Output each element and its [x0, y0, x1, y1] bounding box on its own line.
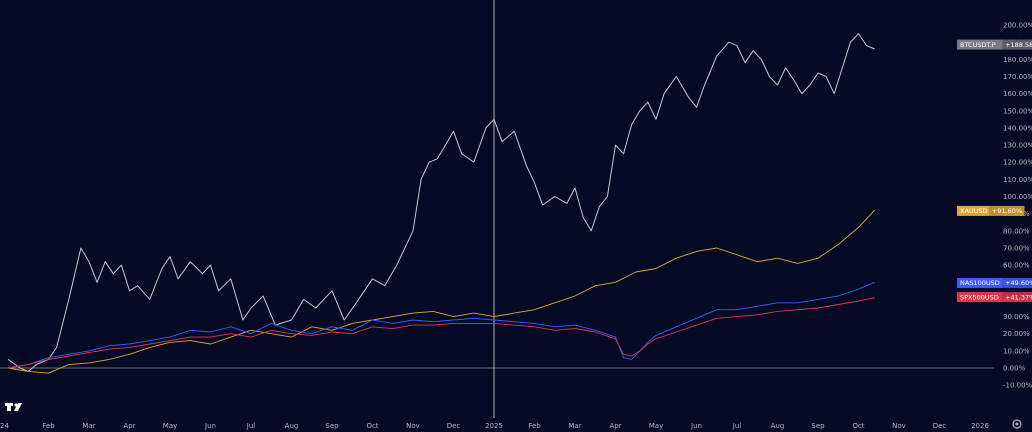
x-tick-label: May	[163, 422, 177, 430]
x-tick-label: Apr	[123, 422, 135, 430]
y-tick-label: 100.00%	[1003, 193, 1032, 201]
series-name-label: BTCUSDT.P	[960, 41, 996, 49]
y-tick-label: 70.00%	[1003, 244, 1030, 252]
x-tick-label: Apr	[609, 422, 621, 430]
series-name-label: XAUUSD	[960, 207, 988, 215]
series-last-value-label: +41.37%	[1005, 293, 1032, 301]
x-tick-label: Aug	[285, 422, 299, 430]
y-tick-label: 120.00%	[1003, 159, 1032, 167]
settings-gear-icon[interactable]	[1012, 419, 1022, 429]
x-tick-label: Sep	[325, 422, 339, 430]
series-line-nas100usd[interactable]	[7, 281, 875, 369]
x-tick-label: Dec	[447, 422, 461, 430]
series-name-label: SPX500USD	[960, 293, 999, 301]
x-tick-label: 2025	[485, 422, 503, 430]
series-last-value-label: +188.58%	[1005, 41, 1032, 49]
y-tick-label: 150.00%	[1003, 107, 1032, 115]
y-tick-label: -10.00%	[1003, 382, 1032, 390]
x-tick-label: Mar	[82, 422, 95, 430]
y-tick-label: 20.00%	[1003, 330, 1030, 338]
last-value-tag-nas100usd[interactable]: NAS100USD +49.60%	[957, 277, 1032, 288]
x-tick-label: Oct	[852, 422, 864, 430]
y-tick-label: 110.00%	[1003, 176, 1032, 184]
x-tick-label: Feb	[42, 422, 55, 430]
x-tick-label: Jun	[204, 422, 216, 430]
x-tick-label: Dec	[933, 422, 947, 430]
x-tick-label: Aug	[771, 422, 785, 430]
y-tick-label: 160.00%	[1003, 90, 1032, 98]
series-name-label: NAS100USD	[960, 279, 1000, 287]
y-tick-label: 30.00%	[1003, 313, 1030, 321]
x-tick-label: Oct	[366, 422, 378, 430]
series-line-xauusd[interactable]	[7, 209, 876, 374]
x-tick-label: Jul	[732, 422, 742, 430]
x-tick-label: 2026	[971, 422, 989, 430]
x-tick-label: Nov	[406, 422, 420, 430]
series-line-spx500usd[interactable]	[7, 297, 875, 369]
y-tick-label: 80.00%	[1003, 227, 1030, 235]
x-tick-label: May	[649, 422, 663, 430]
series-last-value-label: +91.60%	[992, 207, 1022, 215]
y-tick-label: 180.00%	[1003, 56, 1032, 64]
x-tick-label: Feb	[528, 422, 541, 430]
x-tick-label: Mar	[568, 422, 581, 430]
series-last-value-label: +49.60%	[1005, 279, 1032, 287]
x-tick-label: Nov	[892, 422, 906, 430]
y-tick-label: 140.00%	[1003, 124, 1032, 132]
x-tick-label: Jun	[690, 422, 702, 430]
x-tick-label: 24	[0, 422, 9, 430]
y-tick-label: 10.00%	[1003, 347, 1030, 355]
y-tick-label: 0.00%	[1003, 365, 1026, 373]
y-tick-label: 60.00%	[1003, 262, 1030, 270]
last-value-tag-xauusd[interactable]: XAUUSD +91.60%	[957, 205, 1025, 216]
last-value-tag-spx500usd[interactable]: SPX500USD +41.37%	[957, 292, 1032, 303]
series-line-btcusdt-p[interactable]	[7, 33, 875, 372]
tradingview-logo-icon	[5, 403, 22, 411]
y-tick-label: 170.00%	[1003, 73, 1032, 81]
y-tick-label: 130.00%	[1003, 142, 1032, 150]
x-tick-label: Jul	[246, 422, 256, 430]
x-tick-label: Sep	[811, 422, 825, 430]
last-value-tag-btcusdt-p[interactable]: BTCUSDT.P +188.58%	[957, 39, 1032, 50]
y-tick-label: 200.00%	[1003, 22, 1032, 30]
